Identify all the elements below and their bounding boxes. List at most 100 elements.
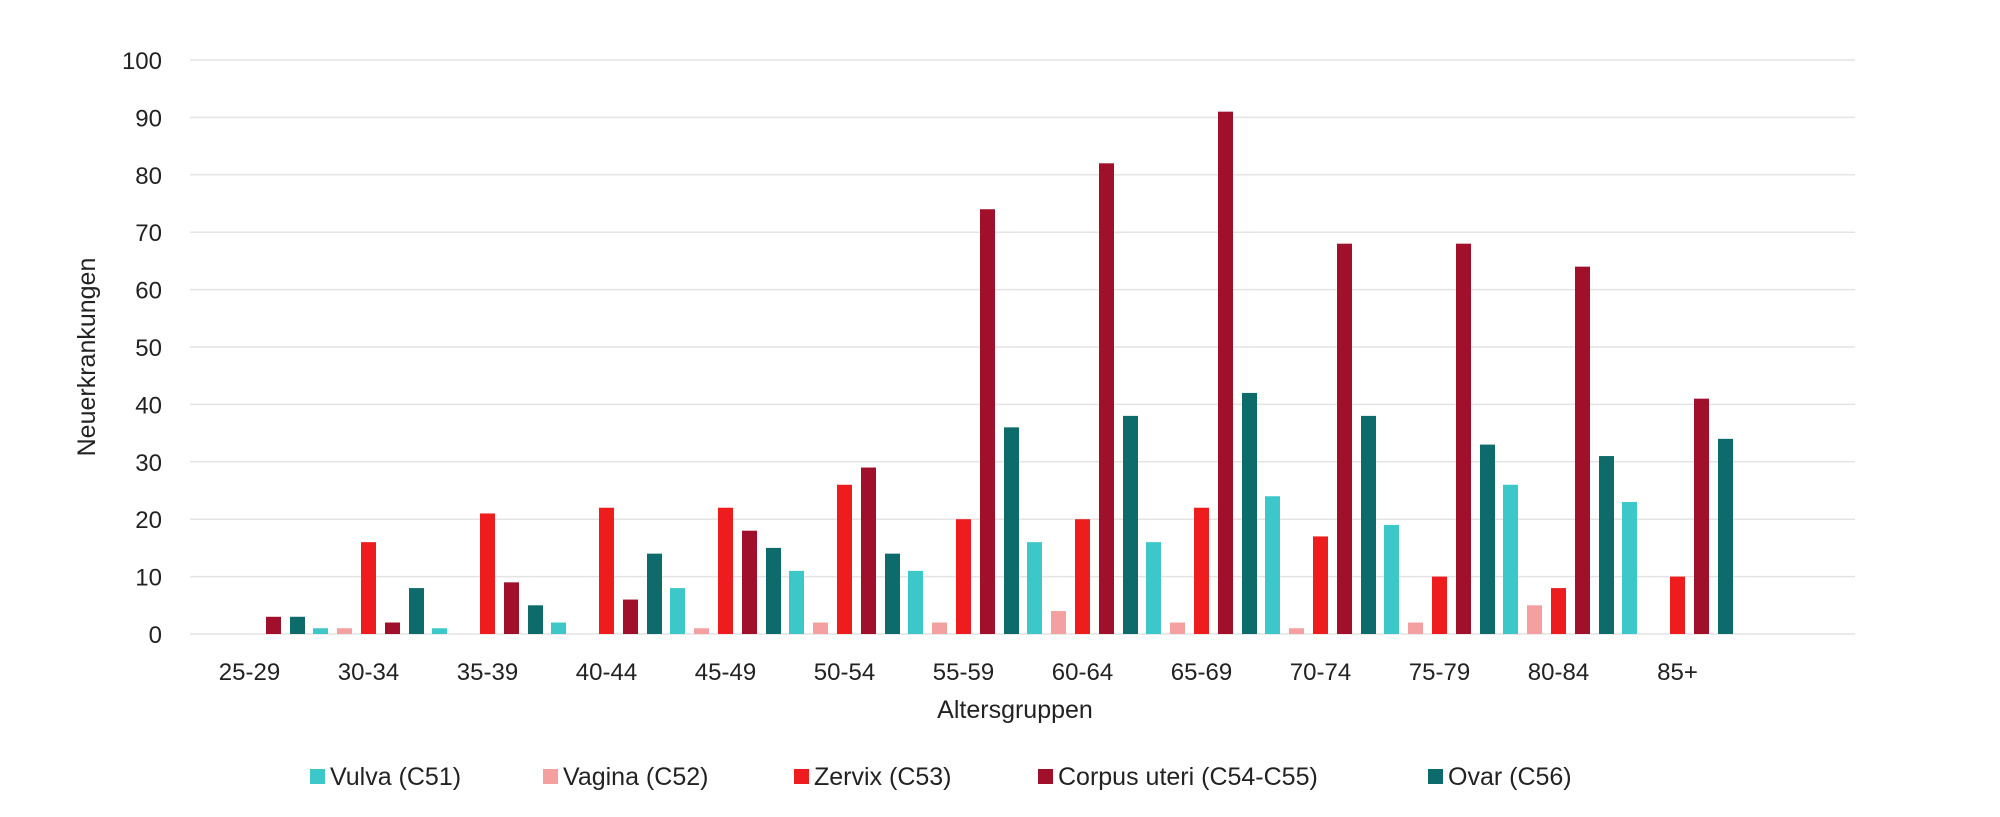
bar <box>670 588 685 634</box>
bar <box>313 628 328 634</box>
x-axis-title: Altersgruppen <box>937 696 1093 724</box>
x-tick-label: 35-39 <box>457 659 518 686</box>
bar <box>766 547 781 634</box>
bar <box>1503 484 1518 634</box>
legend-item: Corpus uteri (C54-C55) <box>1038 763 1318 791</box>
bar <box>1051 611 1066 634</box>
x-tick-label: 75-79 <box>1409 659 1470 686</box>
bar <box>885 553 900 634</box>
bar <box>1622 501 1637 634</box>
bar <box>1599 456 1614 634</box>
bar <box>1527 605 1542 634</box>
legend-item: Vagina (C52) <box>543 763 708 791</box>
bar <box>837 484 852 634</box>
bar <box>337 628 352 634</box>
y-tick-label: 90 <box>135 105 162 132</box>
y-tick-label: 0 <box>149 622 162 649</box>
legend-swatch <box>1038 769 1053 784</box>
x-tick-label: 60-64 <box>1052 659 1113 686</box>
legend-swatch <box>794 769 809 784</box>
bar <box>1551 588 1566 634</box>
bar <box>266 616 281 634</box>
bar <box>813 622 828 634</box>
bar <box>1004 427 1019 634</box>
y-tick-label: 60 <box>135 278 162 305</box>
y-tick-label: 20 <box>135 507 162 534</box>
legend-swatch <box>1428 769 1443 784</box>
bar <box>1242 392 1257 634</box>
bar <box>599 507 614 634</box>
legend-label: Vagina (C52) <box>563 763 708 791</box>
bar <box>694 628 709 634</box>
bar <box>385 622 400 634</box>
bar <box>1575 266 1590 634</box>
bar <box>1670 576 1685 634</box>
bar <box>1313 536 1328 634</box>
x-tick-label: 70-74 <box>1290 659 1351 686</box>
bar <box>1027 542 1042 634</box>
bar <box>528 605 543 634</box>
x-tick-label: 25-29 <box>219 659 280 686</box>
bar <box>361 542 376 634</box>
legend-label: Corpus uteri (C54-C55) <box>1058 763 1318 791</box>
legend-label: Zervix (C53) <box>814 763 952 791</box>
legend: Vulva (C51) Vagina (C52) Zervix (C53) Corpu… <box>310 763 1572 791</box>
bar <box>1194 507 1209 634</box>
bar <box>1694 398 1709 634</box>
bar <box>647 553 662 634</box>
bar <box>1384 524 1399 634</box>
legend-label: Ovar (C56) <box>1448 763 1572 791</box>
bar <box>742 530 757 634</box>
gridlines <box>190 59 1855 635</box>
bar <box>1337 243 1352 634</box>
bar <box>623 599 638 634</box>
x-tick-label: 50-54 <box>814 659 875 686</box>
bar <box>1456 243 1471 634</box>
legend-label: Vulva (C51) <box>330 763 461 791</box>
x-axis: 25-29 30-34 35-39 40-44 45-49 50-54 55-59 60-64… <box>219 659 1698 686</box>
legend-swatch <box>310 769 325 784</box>
bar <box>290 616 305 634</box>
x-tick-label: 55-59 <box>933 659 994 686</box>
x-tick-label: 30-34 <box>338 659 399 686</box>
bar <box>1408 622 1423 634</box>
legend-item: Vulva (C51) <box>310 763 461 791</box>
bar <box>1218 111 1233 634</box>
x-tick-label: 65-69 <box>1171 659 1232 686</box>
bar <box>980 209 995 635</box>
bar <box>1075 519 1090 634</box>
y-tick-label: 100 <box>122 48 162 75</box>
bar <box>1432 576 1447 634</box>
y-tick-label: 50 <box>135 335 162 362</box>
bar <box>432 628 447 634</box>
legend-item: Zervix (C53) <box>794 763 952 791</box>
bar <box>409 588 424 634</box>
bar <box>1289 628 1304 634</box>
bar <box>908 570 923 634</box>
bar <box>718 507 733 634</box>
y-tick-label: 10 <box>135 565 162 592</box>
bars <box>266 111 1733 635</box>
bar <box>1146 542 1161 634</box>
bar <box>932 622 947 634</box>
x-tick-label: 80-84 <box>1528 659 1589 686</box>
bar <box>1480 444 1495 634</box>
y-tick-label: 40 <box>135 392 162 419</box>
bar <box>504 582 519 634</box>
bar <box>956 519 971 634</box>
bar <box>1123 415 1138 634</box>
legend-item: Ovar (C56) <box>1428 763 1572 791</box>
bar <box>789 570 804 634</box>
x-tick-label: 40-44 <box>576 659 637 686</box>
y-tick-label: 80 <box>135 163 162 190</box>
legend-swatch <box>543 769 558 784</box>
y-tick-label: 30 <box>135 450 162 477</box>
y-axis: 0 10 20 30 40 50 60 70 80 90 100 <box>122 48 162 649</box>
x-tick-label: 85+ <box>1657 659 1698 686</box>
bar <box>1718 438 1733 634</box>
bar <box>480 513 495 634</box>
bar <box>551 622 566 634</box>
bar <box>1099 163 1114 634</box>
y-axis-title: Neuerkrankungen <box>73 258 101 457</box>
